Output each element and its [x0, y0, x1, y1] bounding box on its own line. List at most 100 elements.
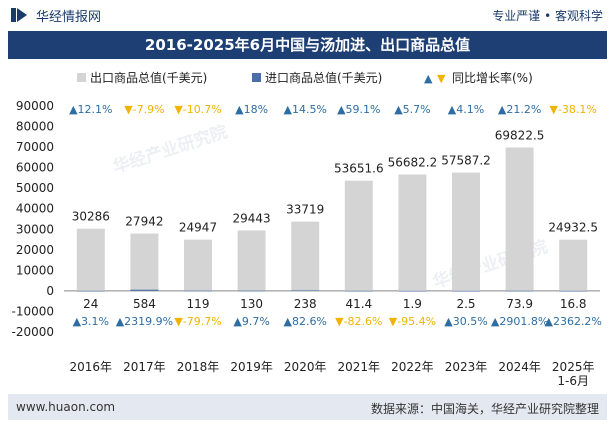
y-tick-label: 0 [46, 284, 54, 298]
x-tick-label: 2017年 [123, 360, 166, 374]
export-growth-label: ▲5.7% [394, 103, 430, 116]
export-value-label: 57587.2 [441, 154, 491, 168]
export-bar [344, 180, 373, 291]
export-bar [505, 147, 534, 291]
y-tick-label: 50000 [16, 181, 54, 195]
import-value-label: 24 [83, 297, 98, 311]
y-tick-label: -10000 [11, 304, 54, 318]
y-tick-label: 70000 [16, 140, 54, 154]
import-bar [505, 290, 534, 292]
export-bar [130, 233, 159, 291]
legend-export-swatch [77, 73, 86, 82]
export-growth-label: ▲59.1% [337, 103, 380, 116]
import-growth-label: ▼-95.4% [389, 315, 436, 328]
x-tick-label: 1-6月 [557, 374, 589, 388]
x-tick-label: 2018年 [177, 360, 220, 374]
import-value-label: 41.4 [345, 297, 372, 311]
import-bar [291, 290, 320, 292]
import-value-label: 584 [133, 297, 156, 311]
export-value-label: 69822.5 [495, 128, 545, 142]
legend-down-arrow-icon: ▼ [437, 72, 446, 85]
import-growth-label: ▲9.7% [233, 315, 269, 328]
import-bar [398, 290, 427, 292]
import-growth-label: ▲2319.9% [116, 315, 173, 328]
legend-import-swatch [252, 73, 261, 82]
x-tick-label: 2019年 [230, 360, 273, 374]
import-growth-label: ▼-82.6% [335, 315, 382, 328]
legend-growth-label: 同比增长率(%) [452, 70, 533, 85]
export-value-label: 56682.2 [388, 155, 438, 169]
y-tick-label: 30000 [16, 222, 54, 236]
chart-title: 2016-2025年6月中国与汤加进、出口商品总值 [144, 36, 471, 54]
import-bar [237, 290, 266, 292]
import-bar [344, 290, 373, 292]
import-bar [184, 290, 212, 292]
export-bar [559, 239, 588, 291]
import-growth-label: ▲82.6% [283, 315, 326, 328]
x-tick-label: 2020年 [284, 360, 327, 374]
import-value-label: 73.9 [506, 297, 533, 311]
import-growth-label: ▲2901.8% [491, 315, 548, 328]
top-bar: 华经情报网 专业严谨 • 客观科学 [0, 0, 615, 30]
export-growth-label: ▼-38.1% [550, 103, 597, 116]
export-value-label: 53651.6 [334, 162, 384, 176]
export-growth-label: ▼-7.9% [124, 103, 164, 116]
export-bar [398, 174, 427, 291]
export-value-label: 24947 [179, 221, 217, 235]
huajing-logo-icon [11, 8, 27, 22]
import-growth-label: ▼-79.7% [174, 315, 221, 328]
footer-url[interactable]: www.huaon.com [16, 400, 116, 414]
import-value-label: 130 [240, 297, 263, 311]
y-tick-label: 10000 [16, 263, 54, 277]
x-tick-label: 2016年 [70, 360, 113, 374]
y-tick-label: 20000 [16, 243, 54, 257]
import-value-label: 2.5 [456, 297, 475, 311]
brand-name: 华经情报网 [36, 10, 102, 25]
y-tick-label: 40000 [16, 202, 54, 216]
import-growth-label: ▲3.1% [73, 315, 109, 328]
export-growth-label: ▲4.1% [448, 103, 484, 116]
x-tick-label: 2021年 [338, 360, 381, 374]
legend-up-arrow-icon: ▲ [424, 72, 433, 85]
export-value-label: 30286 [72, 210, 110, 224]
x-tick-label: 2022年 [391, 360, 434, 374]
export-growth-label: ▲14.5% [283, 103, 326, 116]
export-bar [291, 221, 320, 291]
legend-import-label: 进口商品总值(千美元) [265, 70, 382, 85]
export-bar [452, 172, 480, 291]
import-value-label: 119 [187, 297, 210, 311]
footer-bar [8, 394, 607, 420]
y-tick-label: 90000 [16, 99, 54, 113]
y-tick-label: 80000 [16, 120, 54, 134]
x-tick-label: 2024年 [498, 360, 541, 374]
import-bar [559, 290, 588, 292]
export-value-label: 24932.5 [548, 221, 598, 235]
import-growth-label: ▲2362.2% [544, 315, 601, 328]
export-bar [237, 230, 266, 291]
y-tick-label: -20000 [11, 325, 54, 339]
import-value-label: 16.8 [560, 297, 587, 311]
import-value-label: 1.9 [403, 297, 422, 311]
tagline: 专业严谨 • 客观科学 [492, 9, 603, 23]
y-tick-label: 60000 [16, 161, 54, 175]
import-bar [76, 290, 105, 292]
export-growth-label: ▲12.1% [69, 103, 112, 116]
import-bar [452, 290, 480, 292]
export-growth-label: ▲18% [235, 103, 268, 116]
data-source: 数据来源：中国海关，华经产业研究院整理 [370, 402, 599, 416]
export-growth-label: ▲21.2% [498, 103, 541, 116]
x-tick-label: 2025年 [552, 360, 595, 374]
export-bar [76, 228, 105, 291]
import-value-label: 238 [294, 297, 317, 311]
export-value-label: 27942 [125, 215, 163, 229]
export-value-label: 29443 [233, 211, 271, 225]
import-bar [130, 289, 159, 291]
export-growth-label: ▼-10.7% [174, 103, 221, 116]
chart-title-bar: 2016-2025年6月中国与汤加进、出口商品总值 [8, 31, 607, 59]
export-bar [184, 239, 212, 291]
x-tick-label: 2023年 [445, 360, 488, 374]
import-growth-label: ▲30.5% [444, 315, 487, 328]
legend-export-label: 出口商品总值(千美元) [90, 70, 207, 85]
export-value-label: 33719 [286, 203, 324, 217]
